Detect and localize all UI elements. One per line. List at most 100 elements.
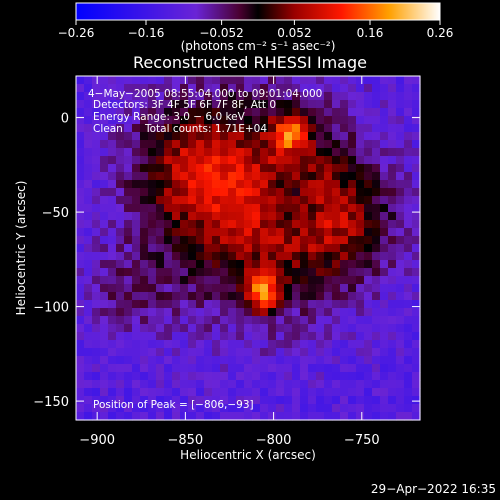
heatmap-cell bbox=[156, 236, 165, 245]
heatmap-cell bbox=[300, 268, 309, 277]
heatmap-cell bbox=[116, 204, 125, 213]
heatmap-cell bbox=[244, 388, 253, 397]
heatmap-cell bbox=[380, 396, 389, 405]
heatmap-cell bbox=[276, 180, 285, 189]
heatmap-cell bbox=[100, 324, 109, 333]
heatmap-cell bbox=[148, 124, 157, 133]
heatmap-cell bbox=[396, 364, 405, 373]
heatmap-cell bbox=[380, 172, 389, 181]
heatmap-cell bbox=[228, 236, 237, 245]
heatmap-cell bbox=[228, 124, 237, 133]
colorbar bbox=[75, 2, 441, 21]
heatmap-cell bbox=[124, 404, 133, 413]
heatmap-cell bbox=[340, 268, 349, 277]
heatmap-cell bbox=[340, 196, 349, 205]
heatmap-cell bbox=[84, 84, 93, 93]
heatmap-cell bbox=[164, 156, 173, 165]
heatmap-cell bbox=[196, 164, 205, 173]
heatmap-cell bbox=[300, 188, 309, 197]
heatmap-cell bbox=[340, 316, 349, 325]
heatmap-cell bbox=[116, 332, 125, 341]
heatmap-cell bbox=[356, 340, 365, 349]
heatmap-cell bbox=[404, 364, 413, 373]
heatmap-cell bbox=[332, 396, 341, 405]
heatmap-cell bbox=[164, 204, 173, 213]
heatmap-cell bbox=[340, 228, 349, 237]
annotation-detectors: Detectors: 3F 4F 5F 6F 7F 8F, Att 0 bbox=[93, 99, 276, 111]
heatmap-cell bbox=[244, 124, 253, 133]
heatmap-cell bbox=[212, 196, 221, 205]
heatmap-cell bbox=[404, 188, 413, 197]
heatmap-cell bbox=[404, 172, 413, 181]
heatmap-cell bbox=[332, 372, 341, 381]
heatmap-cell bbox=[172, 348, 181, 357]
heatmap-cell bbox=[156, 388, 165, 397]
heatmap-cell bbox=[100, 236, 109, 245]
heatmap-cell bbox=[148, 412, 157, 421]
heatmap-cell bbox=[348, 252, 357, 261]
heatmap-cell bbox=[252, 132, 261, 141]
heatmap-cell bbox=[260, 388, 269, 397]
heatmap-cell bbox=[100, 156, 109, 165]
heatmap-cell bbox=[92, 300, 101, 309]
heatmap-cell bbox=[412, 356, 421, 365]
heatmap-cell bbox=[108, 356, 117, 365]
heatmap-cell bbox=[76, 348, 85, 357]
heatmap-cell bbox=[196, 348, 205, 357]
heatmap-cell bbox=[380, 196, 389, 205]
heatmap-cell bbox=[188, 244, 197, 253]
heatmap-cell bbox=[388, 268, 397, 277]
heatmap-cell bbox=[212, 244, 221, 253]
heatmap-cell bbox=[340, 284, 349, 293]
heatmap-cell bbox=[364, 372, 373, 381]
heatmap-cell bbox=[284, 220, 293, 229]
heatmap-cell bbox=[316, 308, 325, 317]
heatmap-cell bbox=[268, 364, 277, 373]
heatmap-cell bbox=[76, 196, 85, 205]
heatmap-cell bbox=[372, 164, 381, 173]
heatmap-cell bbox=[188, 92, 197, 101]
heatmap-cell bbox=[180, 156, 189, 165]
heatmap-cell bbox=[332, 284, 341, 293]
heatmap-cell bbox=[364, 236, 373, 245]
heatmap-cell bbox=[260, 252, 269, 261]
heatmap-cell bbox=[380, 84, 389, 93]
heatmap-cell bbox=[356, 100, 365, 109]
heatmap-cell bbox=[324, 84, 333, 93]
heatmap-cell bbox=[260, 364, 269, 373]
heatmap-cell bbox=[396, 292, 405, 301]
heatmap-cell bbox=[284, 188, 293, 197]
heatmap-cell bbox=[212, 92, 221, 101]
heatmap-cell bbox=[100, 148, 109, 157]
heatmap-cell bbox=[372, 340, 381, 349]
heatmap-cell bbox=[172, 372, 181, 381]
heatmap-cell bbox=[244, 268, 253, 277]
heatmap-cell bbox=[356, 396, 365, 405]
heatmap-cell bbox=[356, 124, 365, 133]
heatmap-cell bbox=[92, 356, 101, 365]
heatmap-cell bbox=[172, 108, 181, 117]
heatmap-cell bbox=[412, 244, 421, 253]
heatmap-cell bbox=[276, 356, 285, 365]
heatmap-cell bbox=[308, 180, 317, 189]
heatmap-cell bbox=[252, 412, 261, 421]
heatmap-cell bbox=[236, 204, 245, 213]
heatmap-cell bbox=[332, 116, 341, 125]
heatmap-cell bbox=[364, 92, 373, 101]
heatmap-cell bbox=[148, 356, 157, 365]
heatmap-cell bbox=[212, 260, 221, 269]
heatmap-cell bbox=[172, 116, 181, 125]
heatmap-cell bbox=[340, 236, 349, 245]
heatmap-cell bbox=[284, 140, 293, 149]
heatmap-cell bbox=[148, 84, 157, 93]
heatmap-cell bbox=[292, 284, 301, 293]
heatmap-cell bbox=[108, 164, 117, 173]
heatmap-cell bbox=[204, 380, 213, 389]
heatmap-cell bbox=[132, 268, 141, 277]
heatmap-cell bbox=[84, 356, 93, 365]
heatmap-cell bbox=[164, 180, 173, 189]
heatmap-cell bbox=[292, 188, 301, 197]
heatmap-cell bbox=[124, 188, 133, 197]
heatmap-cell bbox=[252, 204, 261, 213]
colorbar-tick-label: −0.052 bbox=[199, 26, 243, 40]
